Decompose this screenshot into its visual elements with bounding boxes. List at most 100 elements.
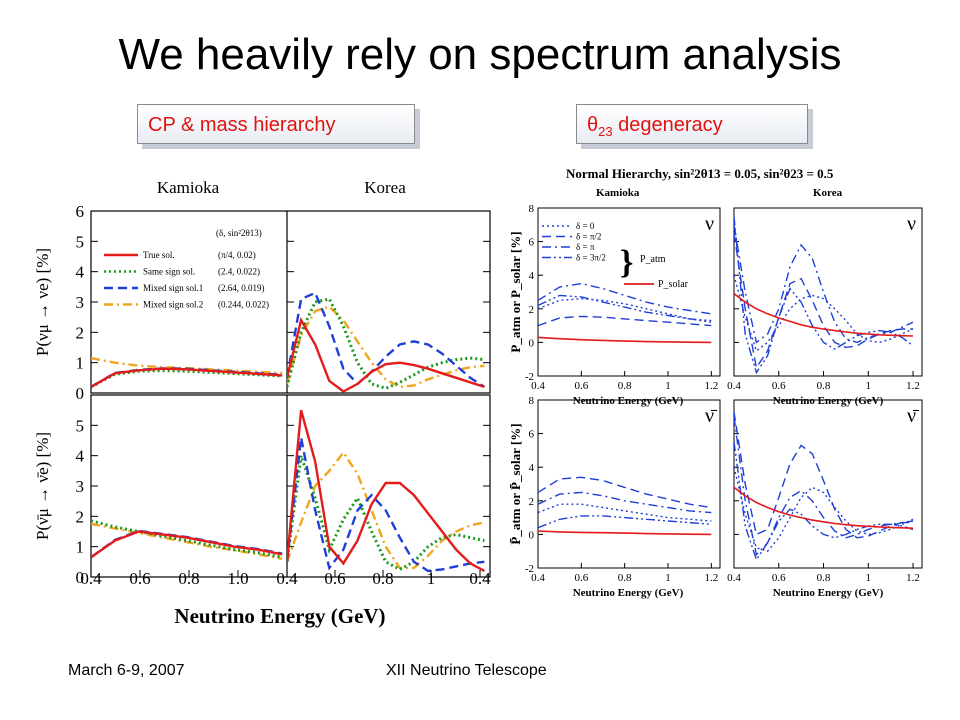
series-delta-1 <box>734 233 913 370</box>
callout-left-text: CP & mass hierarchy <box>148 114 336 136</box>
panel-curves <box>91 519 283 560</box>
series-p-solar <box>538 336 712 344</box>
nu-label: ν <box>705 213 714 235</box>
legend-label: True sol. <box>143 250 175 260</box>
series-true-sol- <box>91 530 283 559</box>
panel-title-kamioka: Kamioka <box>596 187 640 199</box>
y-tick-label: 5 <box>76 232 85 251</box>
x-tick-label: 1.0 <box>227 569 248 588</box>
series-mixed-sign-sol-2 <box>287 450 485 570</box>
x-tick-label: 0.8 <box>817 572 831 584</box>
y-tick-label: 4 <box>76 263 85 282</box>
x-tick-label: 1 <box>866 572 872 584</box>
x-tick-label: 0.8 <box>372 569 393 588</box>
legend-group-label: P_atm <box>640 254 666 265</box>
panel-curves <box>734 411 914 562</box>
y-tick-label: -2 <box>525 563 534 575</box>
nu-label: ν̄ <box>907 405 920 427</box>
y-axis-label: P̄_atm or P̄_solar [%] <box>508 423 523 544</box>
x-tick-label: 0.4 <box>727 380 741 392</box>
series-p-solar <box>538 530 712 536</box>
panel-title-korea: Korea <box>813 187 843 199</box>
y-tick-label: 4 <box>76 447 85 466</box>
x-tick-label: 1.2 <box>704 572 718 584</box>
series-delta-3 <box>538 515 712 529</box>
y-tick-label: 2 <box>76 323 85 342</box>
y-axis-label: P_atm or P_solar [%] <box>508 231 523 352</box>
series-mixed-sign-sol-1 <box>287 437 485 573</box>
x-axis-label: Neutrino Energy (GeV) <box>174 604 385 628</box>
x-tick-label: 0.8 <box>178 569 199 588</box>
y-tick-label: 3 <box>76 477 85 496</box>
x-tick-label: 1 <box>866 380 872 392</box>
panel-title-kamioka: Kamioka <box>157 178 220 197</box>
y-axis-label: P(νμ → νe) [%] <box>33 248 52 356</box>
y-tick-label: 4 <box>529 270 535 282</box>
series-delta-0 <box>734 275 914 352</box>
series-delta-2 <box>734 224 914 344</box>
series-delta-2 <box>538 282 712 315</box>
y-tick-label: 2 <box>529 496 535 508</box>
panel-frame <box>537 207 721 377</box>
panel-frame <box>733 399 923 569</box>
series-mixed-sign-sol-2 <box>287 305 485 389</box>
footer-date: March 6-9, 2007 <box>68 662 185 679</box>
x-tick-label: 0.6 <box>574 380 588 392</box>
series-true-sol- <box>91 367 283 388</box>
series-true-sol- <box>287 317 485 393</box>
legend-label: Mixed sign sol.2 <box>143 300 203 310</box>
legend-label: δ = π <box>576 242 595 252</box>
y-tick-label: 0 <box>529 529 535 541</box>
x-tick-label: 0.8 <box>618 380 632 392</box>
nu-label: ν <box>907 213 916 235</box>
callout-theta-symbol: θ <box>587 114 599 136</box>
left-probability-chart: Kamioka Korea 0 1 2 3 4 5 6 P(νμ → νe) [%] 0 1 2 3 4 5 P… <box>33 178 491 628</box>
callout-theta-subscript: 23 <box>598 124 613 139</box>
y-tick-label: 8 <box>529 203 535 215</box>
y-tick-label: 1 <box>76 538 85 557</box>
y-tick-label: 5 <box>76 416 85 435</box>
x-tick-label: 1.2 <box>906 572 920 584</box>
x-tick-label: 0.4 <box>276 569 298 588</box>
series-true-sol- <box>287 409 485 572</box>
series-delta-3 <box>734 441 914 562</box>
y-tick-label: 0 <box>76 568 85 587</box>
y-tick-label: 2 <box>529 304 535 316</box>
chart-title: Normal Hierarchy, sin²2θ13 = 0.05, sin²θ… <box>566 166 834 181</box>
legend-label: Same sign sol. <box>143 267 195 277</box>
x-tick-label: 0.4 <box>80 569 102 588</box>
series-delta-3 <box>538 294 712 322</box>
legend-label: Mixed sign sol.1 <box>143 283 203 293</box>
x-tick-label: 0.8 <box>817 380 831 392</box>
legend-value: (2.4, 0.022) <box>218 267 260 277</box>
series-mixed-sign-sol-2 <box>91 522 283 560</box>
legend-label: δ = π/2 <box>576 232 601 242</box>
x-axis-label: Neutrino Energy (GeV) <box>573 395 684 407</box>
y-tick-label: 6 <box>529 429 535 441</box>
panel-curves <box>538 282 712 344</box>
y-tick-label: 6 <box>529 237 535 249</box>
series-mixed-sign-sol-1 <box>91 367 283 388</box>
right-degeneracy-chart: Normal Hierarchy, sin²2θ13 = 0.05, sin²θ… <box>508 166 923 599</box>
legend-header: (δ, sin²2θ13) <box>216 228 262 238</box>
x-tick-label: 0.4 <box>469 569 491 588</box>
series-delta-0 <box>538 297 712 323</box>
slide-title: We heavily rely on spectrum analysis <box>118 30 842 79</box>
series-p-solar <box>734 486 914 529</box>
series-delta-0 <box>734 467 914 553</box>
legend: (δ, sin²2θ13) True sol. (π/4, 0.02) Same si… <box>104 228 269 310</box>
x-axis-label: Neutrino Energy (GeV) <box>773 395 884 407</box>
x-tick-label: 0.4 <box>531 572 545 584</box>
callout-right-text: degeneracy <box>612 114 723 136</box>
series-delta-1 <box>538 476 712 509</box>
y-tick-label: 0 <box>76 384 85 403</box>
y-axis-label: P(ν̄μ → ν̄e) [%] <box>33 432 52 540</box>
legend-brace: } <box>620 244 633 281</box>
x-tick-label: 0.4 <box>531 380 545 392</box>
y-tick-label: 4 <box>529 462 535 474</box>
series-p-solar <box>734 293 914 337</box>
series-delta-2 <box>538 491 712 514</box>
x-axis-label: Neutrino Energy (GeV) <box>573 587 684 599</box>
callout-theta23-degeneracy: θ23 degeneracy <box>576 104 808 144</box>
legend-label: δ = 0 <box>576 221 595 231</box>
